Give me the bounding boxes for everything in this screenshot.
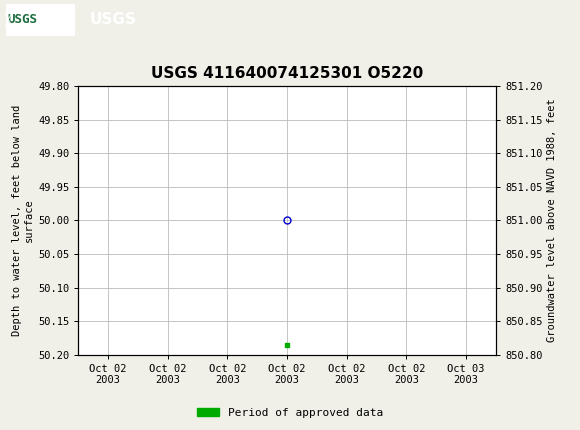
Text: USGS: USGS bbox=[90, 12, 137, 27]
Y-axis label: Groundwater level above NAVD 1988, feet: Groundwater level above NAVD 1988, feet bbox=[546, 98, 557, 342]
Legend: Period of approved data: Period of approved data bbox=[193, 403, 387, 422]
Bar bbox=[6, 4, 75, 36]
Text: USGS: USGS bbox=[8, 13, 38, 26]
Y-axis label: Depth to water level, feet below land
surface: Depth to water level, feet below land su… bbox=[12, 105, 34, 336]
Text: ╳: ╳ bbox=[5, 12, 12, 25]
Title: USGS 411640074125301 O5220: USGS 411640074125301 O5220 bbox=[151, 66, 423, 81]
